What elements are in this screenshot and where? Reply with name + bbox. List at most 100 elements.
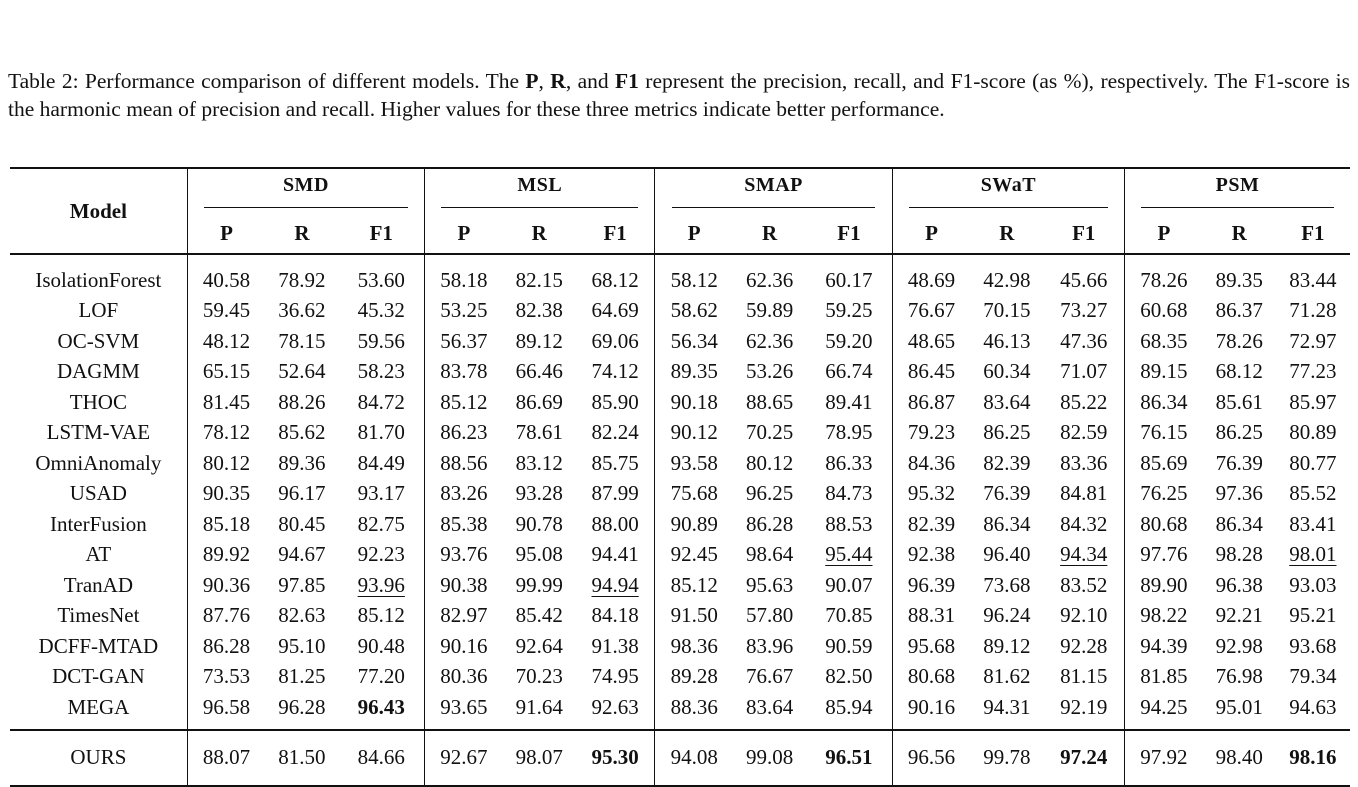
value-text: 88.31 [907,603,956,628]
value-text: 80.77 [1289,450,1337,475]
value-cell: 84.81 [1043,479,1124,510]
metric-header-smd-p: P [186,213,266,254]
value-text: 90.07 [825,572,873,597]
value-cell: 53.25 [424,295,503,326]
value-cell: 91.38 [576,631,655,662]
value-cell: 75.68 [654,478,734,509]
value-text: 70.15 [983,298,1031,323]
value-cell: 88.53 [806,509,892,540]
model-name-cell: DCT-GAN [52,664,145,689]
value-text: 97.24 [1060,745,1108,769]
value-cell: 82.15 [502,253,576,296]
table-row: USAD 90.35 96.17 93.17 83.26 93.28 87.99 75.68 9… [10,478,1350,510]
value-text: 73.27 [1060,298,1108,323]
value-text: 80.68 [1140,511,1188,536]
value-text: 79.23 [907,420,956,445]
value-text: 92.28 [1060,633,1108,658]
model-name-cell: IsolationForest [10,253,188,296]
value-text: 89.35 [1215,267,1263,292]
value-text: 82.39 [907,511,956,536]
value-cell: 96.17 [265,479,338,510]
value-cell: 93.68 [1276,631,1350,662]
value-text: 82.50 [825,664,873,689]
value-text: 98.16 [1289,745,1337,769]
value-text: 96.43 [357,694,405,719]
value-text: 82.24 [591,420,639,445]
value-cell: 58.62 [654,295,734,326]
value-text: 89.28 [670,664,718,689]
value-cell: 66.46 [503,357,576,388]
model-name-cell: TimesNet [57,603,140,628]
value-text: 99.08 [745,745,794,769]
value-text: 78.26 [1215,328,1263,353]
metric-header-swat-r: R [999,220,1015,245]
value-text: 88.65 [745,389,794,414]
value-text: 93.68 [1289,633,1337,658]
value-text: 86.25 [983,420,1031,445]
table-row: InterFusion 85.18 80.45 82.75 85.38 90.78 88.0… [10,509,1350,540]
value-cell: 83.44 [1275,253,1350,296]
value-text: 52.64 [278,359,326,384]
value-text: 86.45 [907,359,956,384]
value-text: 76.39 [1215,450,1263,475]
value-text: 90.16 [907,694,956,719]
value-cell: 95.01 [1203,692,1276,730]
value-text: 94.08 [670,745,718,769]
value-cell: 58.23 [338,357,424,388]
value-cell: 70.85 [806,601,892,632]
value-text: 89.35 [670,359,718,384]
value-cell: 96.38 [1203,570,1276,601]
value-cell: 59.56 [338,326,424,357]
value-cell: 56.37 [424,326,503,357]
value-cell: 93.28 [503,479,576,510]
value-text: 60.34 [983,359,1031,384]
value-text: 60.17 [825,267,873,292]
value-cell: 95.63 [733,570,806,601]
value-cell: 92.98 [1203,631,1276,662]
value-cell: 91.64 [503,692,576,730]
value-cell: 97.24 [1043,728,1125,787]
value-text: 91.38 [591,633,639,658]
value-cell: 52.64 [265,357,338,388]
value-cell: 83.64 [733,692,806,730]
value-text: 58.23 [357,359,405,384]
caption-prefix: Table 2: Performance comparison of diffe… [8,69,526,93]
value-cell: 90.35 [186,478,266,509]
value-text: 94.94 [591,572,639,597]
value-cell: 82.38 [503,296,576,327]
value-text: 85.38 [440,511,488,536]
value-text: 85.61 [1215,389,1263,414]
value-cell: 92.45 [654,539,734,570]
value-cell: 82.59 [1043,418,1124,449]
value-cell: 89.41 [806,387,892,418]
value-text: 85.90 [591,389,639,414]
value-text: 98.28 [1215,542,1263,567]
value-text: 84.32 [1060,511,1108,536]
value-cell: 94.94 [576,570,655,601]
metric-header-msl-r: R [531,220,547,245]
value-cell: 76.67 [891,295,971,326]
value-text: 89.36 [278,450,326,475]
value-text: 87.76 [202,603,251,628]
value-text: 73.53 [202,664,251,689]
value-text: 84.72 [357,389,405,414]
value-cell: 86.23 [424,417,503,448]
value-text: 93.28 [515,481,563,506]
value-cell: 72.97 [1276,326,1350,357]
caption-suffix: represent the precision, recall, and F1-… [8,69,1351,121]
value-text: 98.07 [515,745,563,769]
value-cell: 96.39 [891,570,971,601]
value-cell: 93.76 [424,539,503,570]
value-cell: 82.39 [891,509,971,540]
value-cell: 93.17 [338,479,424,510]
value-cell: 89.90 [1124,570,1203,601]
value-cell: 89.36 [265,448,338,479]
value-cell: 90.48 [338,631,424,662]
value-cell: 90.78 [503,509,576,540]
value-cell: 93.03 [1276,570,1350,601]
value-text: 95.01 [1215,694,1263,719]
value-text: 90.16 [440,633,488,658]
value-text: 89.90 [1140,572,1188,597]
value-cell: 94.34 [1043,540,1124,571]
value-text: 86.28 [745,511,794,536]
